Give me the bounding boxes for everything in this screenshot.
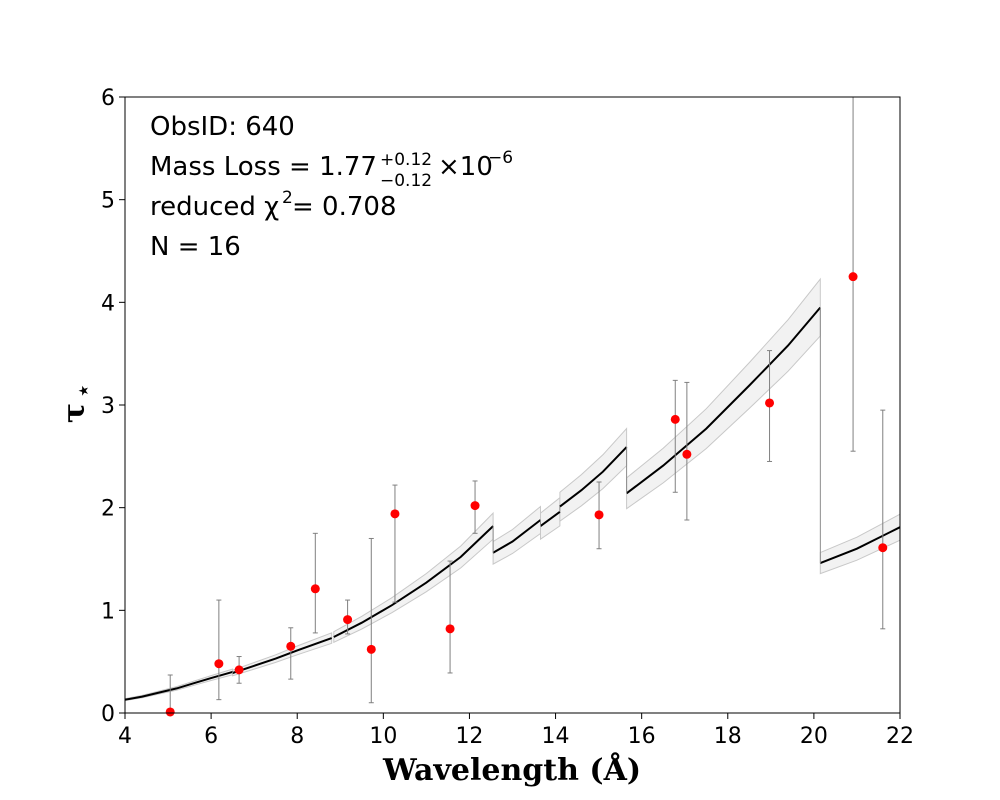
x-tick-label: 4 xyxy=(118,724,132,749)
mass-loss-prefix: Mass Loss = 1.77 xyxy=(150,152,377,182)
mass-loss-upper: +0.12 xyxy=(380,150,432,170)
data-point xyxy=(765,398,775,408)
x-tick-label: 20 xyxy=(800,724,828,749)
y-tick-label: 5 xyxy=(101,189,115,214)
y-axis: 0 1 2 3 4 5 6 xyxy=(101,86,125,727)
y-tick-label: 2 xyxy=(101,497,115,522)
data-point xyxy=(470,501,480,511)
x-tick-label: 22 xyxy=(886,724,914,749)
model-line-segment xyxy=(232,637,333,674)
data-point xyxy=(343,615,353,625)
x-axis: 4 6 8 10 12 14 16 18 20 22 xyxy=(118,713,914,749)
x-tick-label: 18 xyxy=(714,724,742,749)
data-point xyxy=(445,624,455,634)
model-line-segment xyxy=(333,525,494,638)
data-point xyxy=(848,272,858,282)
mass-loss-times: ×10 xyxy=(438,152,493,182)
data-point xyxy=(594,510,604,520)
data-point-group xyxy=(165,272,888,717)
y-tick-label: 3 xyxy=(101,394,115,419)
chi-prefix: reduced χ xyxy=(150,192,279,222)
data-point xyxy=(390,509,400,519)
obsid-annotation: ObsID: 640 xyxy=(150,112,295,142)
x-axis-title: Wavelength (Å) xyxy=(382,752,641,788)
data-point xyxy=(878,543,888,553)
mass-loss-lower: −0.12 xyxy=(380,171,432,191)
data-point xyxy=(214,659,224,669)
y-tick-label: 1 xyxy=(101,599,115,624)
model-line-segment xyxy=(492,519,542,554)
x-tick-label: 10 xyxy=(369,724,397,749)
mass-loss-annotation: Mass Loss = 1.77 +0.12 −0.12 ×10 −6 xyxy=(150,148,513,191)
mass-loss-exponent: −6 xyxy=(488,148,513,168)
x-tick-label: 8 xyxy=(290,724,304,749)
x-tick-label: 16 xyxy=(628,724,656,749)
chi-value: = 0.708 xyxy=(292,192,396,222)
data-point xyxy=(682,449,692,459)
model-line-segment xyxy=(124,670,233,701)
data-point xyxy=(165,707,175,717)
x-tick-label: 6 xyxy=(204,724,218,749)
chi-square-annotation: reduced χ 2 = 0.708 xyxy=(150,188,396,222)
y-tick-label: 0 xyxy=(101,702,115,727)
x-tick-label: 12 xyxy=(455,724,483,749)
data-point xyxy=(310,584,320,594)
n-annotation: N = 16 xyxy=(150,232,241,262)
y-axis-title-symbol: τ xyxy=(57,403,92,423)
model-line-segment xyxy=(559,446,628,508)
y-tick-label: 6 xyxy=(101,86,115,111)
model-line-segment xyxy=(625,306,822,495)
data-point xyxy=(670,414,680,424)
y-axis-title-subscript: ⋆ xyxy=(71,384,95,397)
model-line-segment xyxy=(819,526,901,565)
data-point xyxy=(286,641,296,651)
y-axis-title: τ ⋆ xyxy=(57,384,95,423)
data-point xyxy=(366,644,376,654)
chi-exponent: 2 xyxy=(282,188,293,208)
data-point xyxy=(234,665,244,675)
model-line-segment xyxy=(539,510,561,527)
x-tick-label: 14 xyxy=(542,724,570,749)
y-tick-label: 4 xyxy=(101,291,115,316)
model-line-group xyxy=(124,306,901,701)
